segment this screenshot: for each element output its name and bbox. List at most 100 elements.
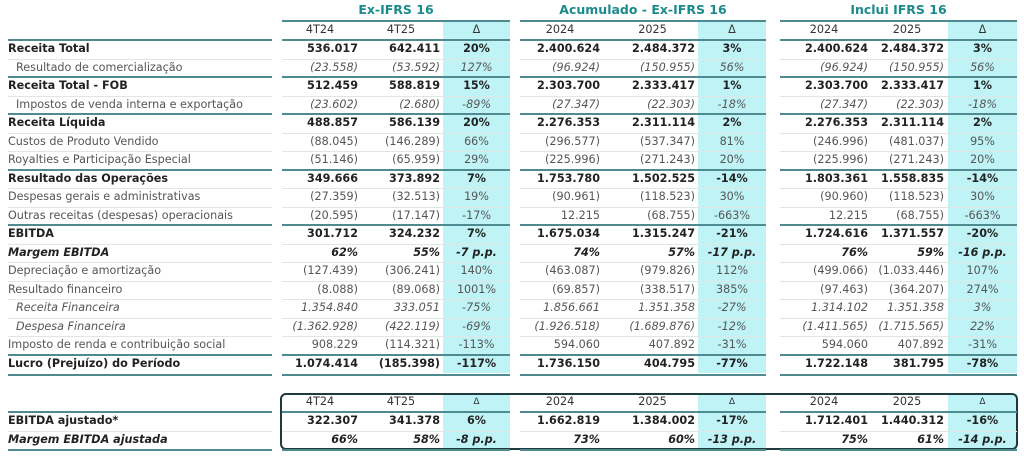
row-divider bbox=[520, 430, 766, 432]
row-divider bbox=[780, 151, 1017, 152]
delta-value: 7% bbox=[467, 227, 486, 240]
value-cell: 594.060 bbox=[821, 338, 868, 351]
section-rule bbox=[520, 411, 766, 413]
table-bottom-rule bbox=[282, 449, 510, 451]
delta-value: 20% bbox=[970, 153, 995, 166]
delta-value: 56% bbox=[970, 60, 995, 74]
group-top-rule bbox=[780, 20, 1017, 22]
row-label: Resultado de comercialização bbox=[16, 60, 183, 74]
column-header: 2024 bbox=[809, 23, 839, 36]
row-divider bbox=[520, 243, 766, 245]
value-cell: 2.333.417 bbox=[632, 79, 695, 92]
row-divider bbox=[8, 188, 272, 189]
table-row: Resultado financeiro (8.088) (89.068) 1001%… bbox=[0, 281, 1024, 300]
row-divider bbox=[780, 132, 1017, 134]
value-cell: (68.755) bbox=[647, 208, 695, 222]
value-cell: 76% bbox=[841, 245, 868, 259]
value-cell: 1.675.034 bbox=[537, 227, 600, 240]
row-divider bbox=[282, 280, 510, 282]
table-bottom-rule bbox=[520, 374, 766, 376]
delta-column-highlight bbox=[948, 394, 1017, 449]
column-header: Δ bbox=[473, 397, 480, 407]
value-cell: (96.924) bbox=[552, 60, 600, 74]
value-cell: 908.229 bbox=[311, 338, 358, 351]
delta-value: 3% bbox=[973, 42, 992, 55]
row-divider bbox=[780, 430, 1017, 432]
value-cell: 1.712.401 bbox=[805, 414, 868, 427]
value-cell: (296.577) bbox=[545, 134, 600, 148]
group-top-rule bbox=[520, 20, 766, 22]
value-cell: (127.439) bbox=[303, 264, 358, 277]
table-row: Despesa Financeira (1.362.928) (422.119) -6… bbox=[0, 318, 1024, 337]
value-cell: (1.689.876) bbox=[629, 319, 695, 333]
delta-value: -89% bbox=[462, 97, 491, 111]
value-cell: (338.517) bbox=[640, 282, 695, 296]
row-divider bbox=[8, 280, 272, 282]
delta-value: -13 p.p. bbox=[707, 432, 757, 446]
value-cell: 58% bbox=[413, 432, 440, 446]
row-divider bbox=[8, 430, 272, 432]
group-top-rule bbox=[282, 20, 510, 22]
delta-value: 20% bbox=[719, 153, 745, 166]
value-cell: 61% bbox=[917, 432, 944, 446]
table-row: Resultado de comercialização (23.558) (53.… bbox=[0, 59, 1024, 78]
value-cell: 12.215 bbox=[828, 208, 868, 222]
row-label: Receita Total - FOB bbox=[8, 79, 128, 92]
table-bottom-rule bbox=[8, 449, 272, 451]
value-cell: 2.311.114 bbox=[632, 116, 695, 129]
value-cell: (17.147) bbox=[392, 208, 440, 222]
value-cell: 1.722.148 bbox=[805, 356, 868, 370]
value-cell: 588.819 bbox=[389, 79, 440, 92]
value-cell: (20.595) bbox=[310, 208, 358, 222]
delta-value: -20% bbox=[966, 227, 999, 240]
value-cell: (97.463) bbox=[820, 282, 868, 296]
value-cell: (22.303) bbox=[896, 97, 944, 111]
section-rule bbox=[282, 113, 510, 115]
value-cell: (150.955) bbox=[640, 60, 695, 74]
value-cell: (27.347) bbox=[820, 97, 868, 111]
table-row: Despesas gerais e administrativas (27.359… bbox=[0, 188, 1024, 207]
value-cell: 381.795 bbox=[893, 356, 944, 370]
delta-value: 1001% bbox=[456, 282, 497, 296]
row-divider bbox=[780, 262, 1017, 263]
column-header: 4T24 bbox=[305, 23, 335, 36]
value-cell: 1.558.835 bbox=[881, 171, 944, 185]
section-rule bbox=[8, 76, 272, 78]
row-label: EBITDA ajustado* bbox=[8, 414, 119, 427]
delta-value: -663% bbox=[713, 208, 751, 222]
delta-column-highlight bbox=[698, 21, 766, 373]
value-cell: 594.060 bbox=[553, 338, 600, 351]
value-cell: 2.400.624 bbox=[805, 42, 868, 55]
delta-value: -69% bbox=[462, 319, 491, 333]
row-divider bbox=[282, 262, 510, 263]
table-row: Margem EBITDA ajustada 66% 58% -8 p.p. 73% 60… bbox=[0, 431, 1024, 450]
section-rule bbox=[282, 76, 510, 78]
section-rule bbox=[520, 224, 766, 226]
row-divider bbox=[520, 132, 766, 134]
delta-value: 20% bbox=[463, 42, 490, 55]
delta-value: 81% bbox=[719, 134, 745, 148]
row-divider bbox=[780, 336, 1017, 337]
delta-value: -17 p.p. bbox=[707, 245, 757, 259]
value-cell: (1.926.518) bbox=[534, 319, 600, 333]
row-divider bbox=[282, 336, 510, 337]
delta-value: -78% bbox=[966, 356, 999, 370]
value-cell: (185.398) bbox=[378, 356, 440, 370]
value-cell: (118.523) bbox=[889, 190, 944, 203]
value-cell: 2.303.700 bbox=[805, 79, 868, 92]
value-cell: (90.961) bbox=[552, 190, 600, 203]
delta-value: 30% bbox=[719, 190, 745, 203]
value-cell: 1.440.312 bbox=[881, 414, 944, 427]
value-cell: 1.315.247 bbox=[632, 227, 695, 240]
value-cell: (225.996) bbox=[813, 153, 868, 166]
value-cell: (481.037) bbox=[889, 134, 944, 148]
column-header: 2024 bbox=[809, 395, 839, 408]
value-cell: 2.276.353 bbox=[805, 116, 868, 129]
column-header: 4T25 bbox=[386, 23, 416, 36]
delta-value: -17% bbox=[716, 414, 748, 427]
delta-value: -7 p.p. bbox=[456, 245, 497, 259]
delta-value: -14% bbox=[716, 171, 748, 185]
value-cell: 407.892 bbox=[897, 338, 944, 351]
value-cell: 488.857 bbox=[307, 116, 358, 129]
value-cell: 2.484.372 bbox=[881, 42, 944, 55]
